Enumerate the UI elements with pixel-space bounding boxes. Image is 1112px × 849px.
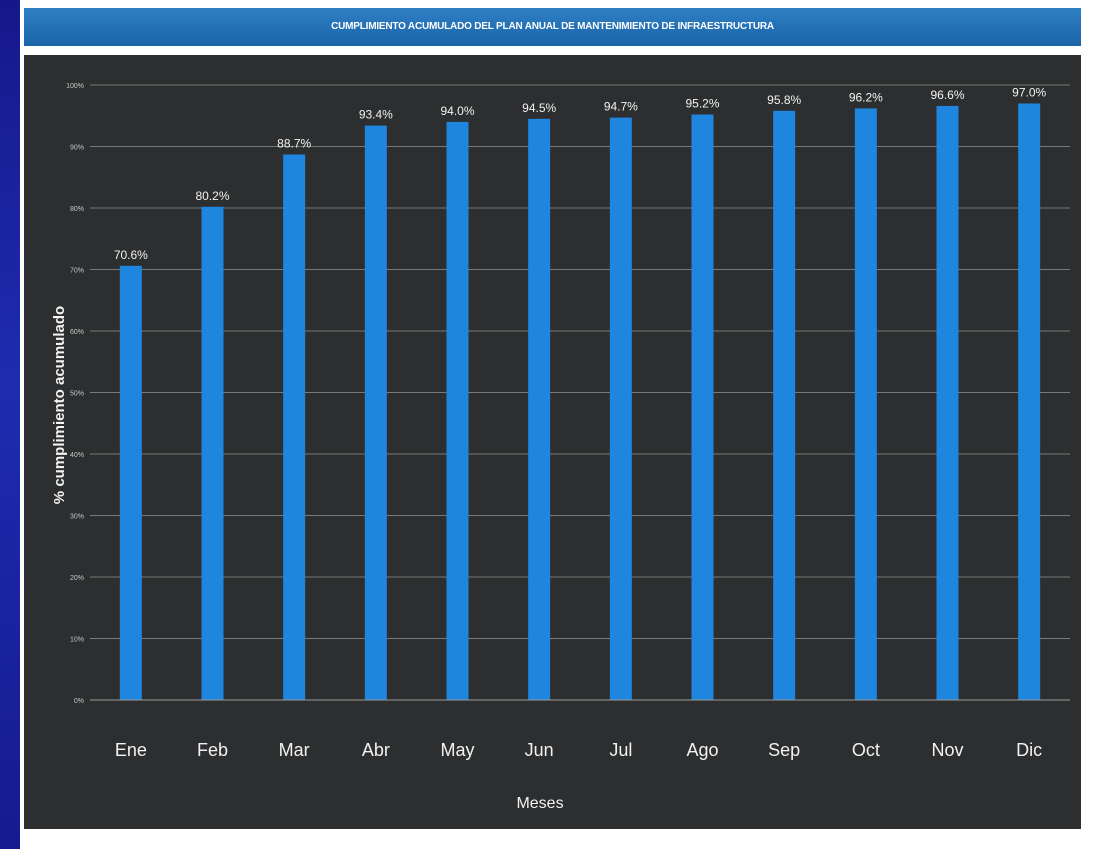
x-category-label: Oct	[852, 740, 880, 760]
y-axis-ticks: 0% 10% 20% 30% 40% 50% 60% 70% 80% 90% 100%	[66, 83, 84, 705]
left-decorative-strip	[0, 0, 20, 849]
x-category-label: Feb	[197, 740, 228, 760]
x-category-label: May	[440, 740, 474, 760]
data-label: 93.4%	[359, 108, 393, 122]
data-label: 70.6%	[114, 248, 148, 262]
bottom-strip	[20, 829, 1112, 849]
data-label: 95.2%	[685, 97, 719, 111]
data-label: 94.0%	[440, 104, 474, 118]
gridlines	[90, 84, 1070, 701]
y-tick-label: 50%	[70, 391, 84, 398]
x-category-label: Dic	[1016, 740, 1042, 760]
x-category-label: Jun	[525, 740, 554, 760]
bar-mar	[283, 154, 306, 700]
data-label: 96.6%	[930, 88, 964, 102]
chart-panel: 0% 10% 20% 30% 40% 50% 60% 70% 80% 90% 100% 70.6% 8…	[24, 55, 1081, 829]
bar-jul	[609, 117, 632, 701]
x-category-label: Sep	[768, 740, 800, 760]
bar-jun	[528, 118, 551, 700]
bar-ene	[119, 265, 142, 700]
y-tick-label: 20%	[70, 575, 84, 582]
y-tick-label: 100%	[66, 83, 84, 90]
data-label: 97.0%	[1012, 85, 1046, 99]
data-labels: 70.6% 80.2% 88.7% 93.4% 94.0% 94.5% 94.7% 95.2%…	[114, 85, 1047, 261]
x-category-label: Ago	[686, 740, 718, 760]
data-label: 80.2%	[195, 189, 229, 203]
bar-may	[446, 121, 469, 700]
chart-title: CUMPLIMIENTO ACUMULADO DEL PLAN ANUAL DE…	[24, 8, 1081, 46]
x-category-label: Mar	[279, 740, 310, 760]
y-tick-label: 60%	[70, 329, 84, 336]
x-category-label: Abr	[362, 740, 390, 760]
x-category-label: Ene	[115, 740, 147, 760]
y-tick-label: 90%	[70, 145, 84, 152]
x-category-label: Nov	[931, 740, 963, 760]
bar-dic	[1018, 103, 1041, 700]
y-tick-label: 0%	[74, 698, 84, 705]
bar-nov	[936, 105, 959, 700]
y-tick-label: 40%	[70, 452, 84, 459]
bar-ago	[691, 114, 714, 700]
bar-oct	[854, 108, 877, 700]
y-tick-label: 80%	[70, 206, 84, 213]
data-label: 94.5%	[522, 101, 556, 115]
data-label: 96.2%	[849, 90, 883, 104]
bars	[119, 103, 1041, 701]
y-tick-label: 70%	[70, 268, 84, 275]
y-axis-label: % cumplimiento acumulado	[51, 306, 68, 504]
bar-chart: 0% 10% 20% 30% 40% 50% 60% 70% 80% 90% 100% 70.6% 8…	[51, 83, 1070, 812]
x-axis-label: Meses	[516, 795, 563, 812]
bar-sep	[773, 110, 796, 700]
bar-abr	[364, 125, 387, 701]
bar-feb	[201, 206, 224, 700]
data-label: 95.8%	[767, 93, 801, 107]
y-tick-label: 30%	[70, 514, 84, 521]
x-category-label: Jul	[609, 740, 632, 760]
data-label: 88.7%	[277, 136, 311, 150]
y-tick-label: 10%	[70, 637, 84, 644]
data-label: 94.7%	[604, 100, 638, 114]
x-axis-categories: Ene Feb Mar Abr May Jun Jul Ago Sep Oct Nov Dic	[115, 740, 1042, 760]
